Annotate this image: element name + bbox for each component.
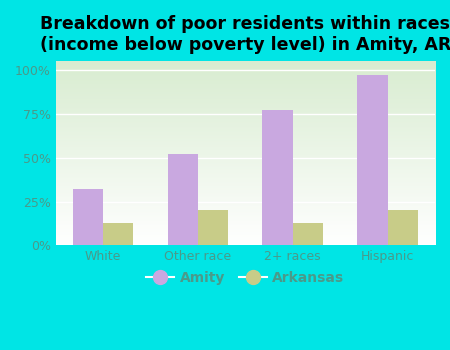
Bar	[73, 189, 103, 245]
Legend: Amity, Arkansas: Amity, Arkansas	[141, 265, 350, 290]
Bar	[262, 110, 293, 245]
Bar	[103, 223, 134, 245]
Bar	[167, 154, 198, 245]
Bar	[293, 223, 323, 245]
Bar	[387, 210, 418, 245]
Title: Breakdown of poor residents within races
(income below poverty level) in Amity, : Breakdown of poor residents within races…	[40, 15, 450, 54]
Bar	[198, 210, 228, 245]
Bar	[357, 75, 387, 245]
